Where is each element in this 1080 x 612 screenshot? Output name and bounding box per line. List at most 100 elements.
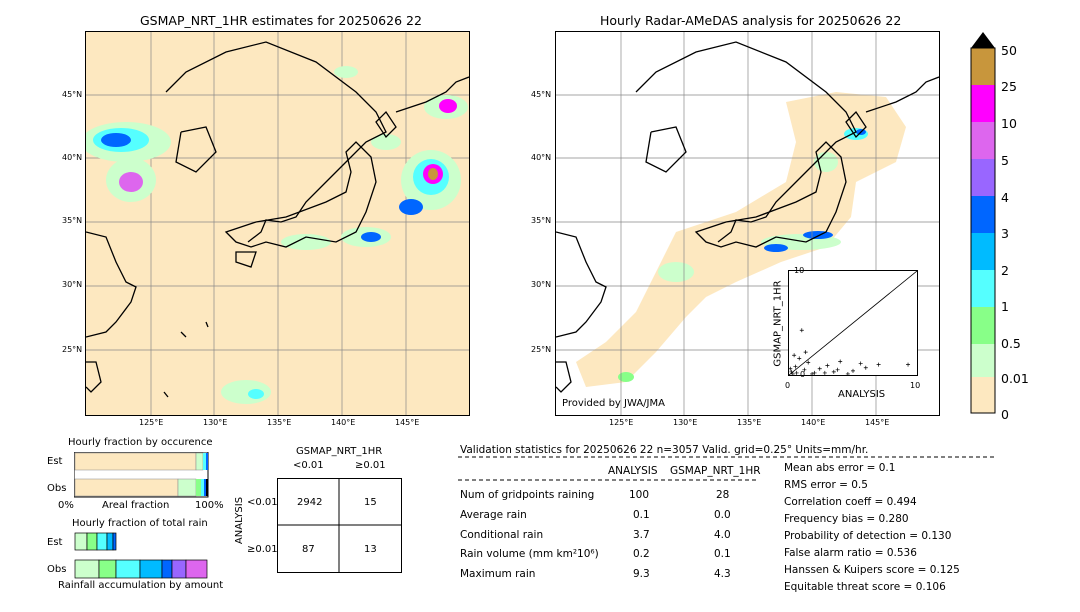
colorbar-label-0.01: 0.01 xyxy=(1001,371,1029,386)
contingency-cell-00: 2942 xyxy=(297,497,323,508)
colorbar-label-5: 5 xyxy=(1001,153,1009,168)
contingency-title: GSMAP_NRT_1HR xyxy=(296,446,383,457)
scatter-point xyxy=(789,369,794,374)
validation-dividers xyxy=(458,456,996,481)
colorbar-label-3: 3 xyxy=(1001,226,1009,241)
validation-row-gsmap: 0.0 xyxy=(714,509,731,521)
contingency-col-ge: ≥0.01 xyxy=(355,460,386,471)
scatter-point xyxy=(876,362,881,367)
scatter-point xyxy=(792,353,797,358)
scatter-point xyxy=(806,360,811,365)
total-rain-bars xyxy=(74,532,208,579)
total-rain-row-est: Est xyxy=(47,537,63,548)
validation-row-analysis: 0.1 xyxy=(633,509,650,521)
left-precip-layer xyxy=(86,32,469,415)
left-lon-label-125: 125°E xyxy=(139,418,164,427)
colorbar-graphic xyxy=(970,32,996,414)
validation-row-analysis: 100 xyxy=(629,489,650,501)
occurrence-axis-right: 100% xyxy=(195,500,224,511)
score-rms: RMS error = 0.5 xyxy=(784,479,868,491)
scatter-point xyxy=(838,359,843,364)
scatter-tick-y-0: 0 xyxy=(800,370,806,379)
scatter-tick-y-10: 10 xyxy=(794,266,805,275)
left-lon-label-140: 140°E xyxy=(331,418,356,427)
scatter-point xyxy=(799,328,804,333)
validation-col-analysis: ANALYSIS xyxy=(608,465,658,477)
right-map: Provided by JWA/JMA xyxy=(555,31,940,416)
colorbar-label-10: 10 xyxy=(1001,116,1017,131)
contingency-cell-10: 87 xyxy=(302,544,315,555)
left-map xyxy=(85,31,470,416)
score-pod: Probability of detection = 0.130 xyxy=(784,530,952,542)
validation-row-gsmap: 28 xyxy=(716,489,730,501)
left-lat-label-30: 30°N xyxy=(62,280,83,289)
colorbar-extend-arrow xyxy=(971,32,995,48)
validation-row-gsmap: 0.1 xyxy=(714,548,731,560)
right-lon-label-130: 130°E xyxy=(673,418,698,427)
occurrence-axis-mid: Areal fraction xyxy=(102,500,170,511)
validation-row-label: Conditional rain xyxy=(460,529,544,541)
provider-credit: Provided by JWA/JMA xyxy=(562,398,665,409)
scatter-point xyxy=(802,367,807,372)
score-far: False alarm ratio = 0.536 xyxy=(784,547,917,559)
scatter-point xyxy=(831,369,836,374)
score-mae: Mean abs error = 0.1 xyxy=(784,462,896,474)
total-rain-title: Hourly fraction of total rain xyxy=(72,518,208,529)
contingency-row-axis: ANALYSIS xyxy=(234,496,246,545)
scatter-point xyxy=(793,364,798,369)
left-lon-label-145: 145°E xyxy=(395,418,420,427)
scatter-point xyxy=(797,356,802,361)
score-hk: Hanssen & Kuipers score = 0.125 xyxy=(784,564,960,576)
occurrence-title: Hourly fraction by occurence xyxy=(68,437,213,448)
colorbar-label-50: 50 xyxy=(1001,43,1017,58)
scatter-tick-x-0: 0 xyxy=(785,381,791,390)
left-lon-label-135: 135°E xyxy=(267,418,292,427)
colorbar-label-25: 25 xyxy=(1001,79,1017,94)
scatter-inset xyxy=(788,270,918,376)
scatter-diagonal xyxy=(789,271,917,375)
left-lat-label-45: 45°N xyxy=(62,90,83,99)
left-lon-label-130: 130°E xyxy=(203,418,228,427)
contingency-grid xyxy=(277,478,402,573)
validation-row-analysis: 9.3 xyxy=(633,568,650,580)
right-precip-layer xyxy=(556,32,939,415)
contingency-cell-01: 15 xyxy=(364,497,377,508)
validation-row-analysis: 0.2 xyxy=(633,548,650,560)
colorbar-label-0: 0 xyxy=(1001,407,1009,422)
left-lat-label-40: 40°N xyxy=(62,153,83,162)
scatter-point xyxy=(810,371,815,375)
occurrence-row-obs: Obs xyxy=(47,483,67,494)
validation-row-label: Average rain xyxy=(460,509,527,521)
validation-row-label: Num of gridpoints raining xyxy=(460,489,595,501)
total-rain-row-obs: Obs xyxy=(47,564,67,575)
right-lat-label-30: 30°N xyxy=(531,280,552,289)
colorbar-label-0.5: 0.5 xyxy=(1001,336,1021,351)
contingency-cell-11: 13 xyxy=(364,544,377,555)
colorbar-label-1: 1 xyxy=(1001,299,1009,314)
right-map-title: Hourly Radar-AMeDAS analysis for 2025062… xyxy=(600,13,902,28)
scatter-point xyxy=(835,367,840,372)
left-lat-label-25: 25°N xyxy=(62,345,83,354)
validation-row-gsmap: 4.3 xyxy=(714,568,731,580)
scatter-point xyxy=(906,362,911,367)
validation-row-label: Maximum rain xyxy=(460,568,536,580)
scatter-point xyxy=(822,370,827,375)
right-lat-label-40: 40°N xyxy=(531,153,552,162)
scatter-point xyxy=(863,365,868,370)
right-lat-label-45: 45°N xyxy=(531,90,552,99)
left-lat-label-35: 35°N xyxy=(62,216,83,225)
scatter-point xyxy=(794,370,799,375)
right-lon-label-145: 145°E xyxy=(865,418,890,427)
scatter-point xyxy=(812,370,817,375)
scatter-point xyxy=(851,368,855,373)
scatter-xlabel: ANALYSIS xyxy=(838,389,886,400)
scatter-point xyxy=(817,366,822,371)
right-lat-label-35: 35°N xyxy=(531,216,552,225)
score-ets: Equitable threat score = 0.106 xyxy=(784,581,946,593)
score-correlation: Correlation coeff = 0.494 xyxy=(784,496,917,508)
occurrence-axis-left: 0% xyxy=(58,500,74,511)
scatter-point xyxy=(845,371,850,375)
contingency-row-ge: ≥0.01 xyxy=(247,544,278,555)
validation-col-gsmap: GSMAP_NRT_1HR xyxy=(670,465,761,477)
scatter-plot xyxy=(789,271,917,375)
